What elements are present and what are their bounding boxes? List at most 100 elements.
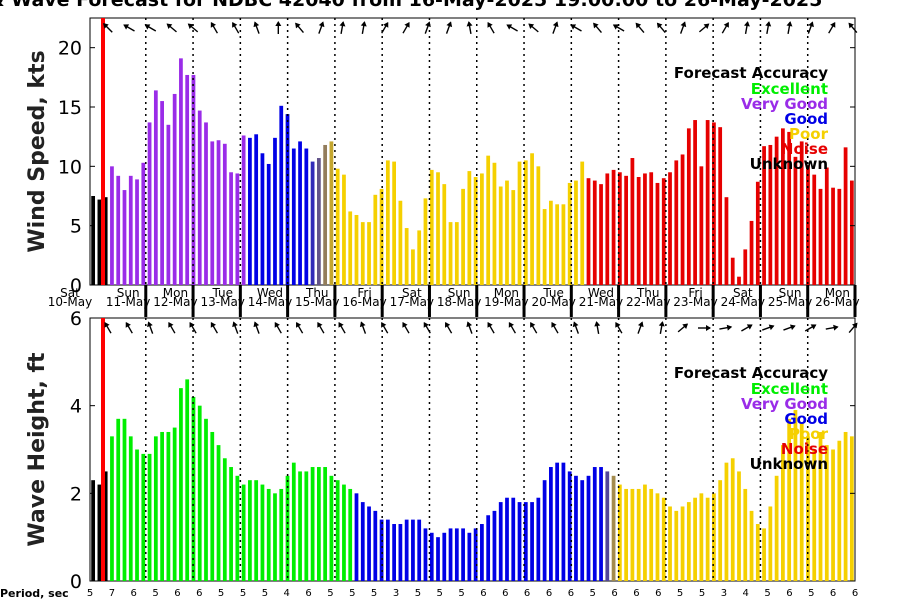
bar	[498, 186, 503, 285]
direction-arrow	[253, 21, 260, 34]
period-value: 5	[327, 588, 333, 599]
bar	[210, 141, 215, 285]
bar	[260, 153, 265, 285]
arrow-head	[123, 24, 130, 30]
date-tick	[191, 285, 195, 317]
bar	[705, 497, 710, 581]
bar	[542, 480, 547, 581]
period-value: 6	[611, 588, 617, 599]
date-tick	[522, 285, 526, 317]
day-label: Mon	[494, 286, 519, 300]
day-label: Wed	[588, 286, 614, 300]
direction-arrow	[166, 23, 177, 33]
arrow-head	[274, 321, 280, 328]
date-tick	[664, 285, 668, 317]
direction-arrow	[381, 21, 389, 34]
period-value: 4	[284, 588, 290, 599]
direction-arrow	[487, 321, 495, 334]
bar	[279, 105, 284, 285]
y-tick-label: 2	[70, 483, 82, 505]
direction-arrow	[572, 321, 580, 334]
direction-arrow	[125, 321, 133, 334]
period-value: 3	[721, 588, 727, 599]
arrow-head	[786, 21, 793, 27]
bar	[661, 497, 666, 581]
direction-arrow	[848, 22, 858, 34]
y-tick-label: 20	[58, 38, 82, 60]
bar	[643, 484, 647, 581]
legend-item-excellent: Excellent	[751, 380, 828, 398]
wind-speed-panel: 0 5 10 15 20 Wind Speed, kts Forecast Accuracy…	[25, 17, 858, 297]
bar	[674, 510, 679, 581]
bar	[824, 167, 829, 285]
direction-arrow	[677, 323, 689, 333]
arrow-head	[572, 321, 579, 328]
bar	[473, 528, 478, 581]
arrow-head	[187, 23, 194, 30]
direction-arrow	[721, 21, 729, 34]
arrow-head	[615, 321, 621, 328]
bar	[367, 506, 371, 581]
bar	[379, 519, 384, 581]
arrow-head	[147, 321, 153, 328]
direction-arrow	[786, 21, 793, 35]
period-value: 6	[480, 588, 486, 599]
direction-arrow	[570, 24, 582, 32]
bar	[310, 467, 315, 581]
bar	[724, 197, 729, 285]
arrow-head	[210, 321, 216, 328]
arrow-head	[833, 324, 839, 331]
bar	[354, 493, 359, 581]
bar	[705, 120, 710, 285]
day-label: Tue	[542, 286, 564, 300]
date-tick	[853, 285, 857, 317]
bar	[147, 453, 152, 581]
direction-arrow	[423, 321, 431, 334]
date-label: 10-May	[48, 295, 92, 309]
arrow-head	[104, 321, 110, 328]
bar	[699, 493, 704, 581]
arrow-head	[848, 22, 855, 29]
date-tick	[475, 285, 479, 317]
bar	[511, 497, 516, 581]
bar	[323, 144, 328, 285]
date-label: 21-May	[579, 295, 623, 309]
bar	[837, 440, 842, 581]
bar	[549, 467, 553, 581]
bar	[611, 169, 616, 285]
arrow-head	[189, 321, 195, 328]
bar	[91, 196, 96, 285]
direction-arrow	[487, 21, 495, 34]
arrow-head	[210, 21, 216, 28]
bar	[686, 502, 691, 581]
bar	[536, 166, 541, 285]
direction-arrow	[551, 321, 559, 334]
bar	[279, 488, 284, 581]
bar	[385, 160, 390, 285]
bar	[806, 165, 810, 285]
direction-arrow	[698, 23, 710, 33]
bar	[793, 156, 798, 285]
bar	[235, 475, 240, 581]
bar	[473, 177, 478, 285]
bar	[624, 488, 629, 581]
direction-arrow	[528, 23, 539, 33]
bar	[730, 257, 735, 285]
bar	[843, 431, 848, 581]
date-axis: Sat10-MaySun11-MayMon12-MayTue13-MayWed1…	[48, 285, 860, 317]
arrow-head	[552, 21, 559, 28]
bar	[549, 200, 553, 285]
legend-item-good: Good	[784, 410, 828, 428]
bar	[172, 93, 177, 285]
bar	[668, 172, 672, 285]
direction-arrow	[317, 321, 325, 334]
period-value: 6	[830, 588, 836, 599]
bar	[624, 175, 629, 285]
bar	[712, 493, 716, 581]
date-label: 17-May	[390, 295, 434, 309]
period-value: 7	[109, 588, 115, 599]
date-tick	[286, 285, 290, 317]
bar	[536, 497, 541, 581]
direction-arrow	[506, 24, 518, 32]
